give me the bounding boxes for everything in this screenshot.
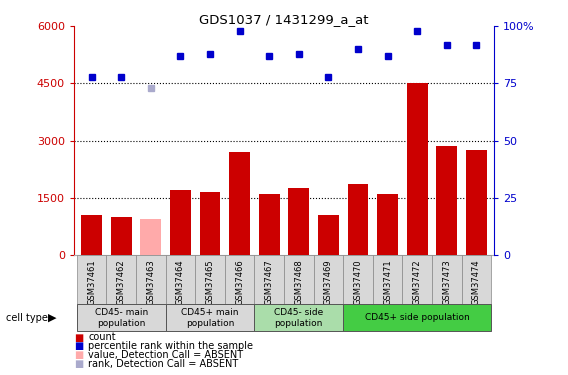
Text: GSM37462: GSM37462 bbox=[116, 259, 126, 305]
Text: GSM37466: GSM37466 bbox=[235, 259, 244, 305]
Bar bbox=[77, 255, 106, 304]
Text: value, Detection Call = ABSENT: value, Detection Call = ABSENT bbox=[88, 350, 243, 360]
Bar bbox=[140, 219, 161, 255]
Text: GSM37469: GSM37469 bbox=[324, 259, 333, 305]
Bar bbox=[314, 255, 343, 304]
Bar bbox=[259, 194, 279, 255]
Bar bbox=[229, 152, 250, 255]
Bar bbox=[407, 84, 428, 255]
Bar bbox=[254, 255, 284, 304]
Bar bbox=[377, 194, 398, 255]
Text: ■: ■ bbox=[74, 341, 83, 351]
Text: ▶: ▶ bbox=[48, 313, 57, 323]
Text: CD45+ side population: CD45+ side population bbox=[365, 314, 470, 322]
Text: CD45+ main
population: CD45+ main population bbox=[181, 308, 239, 327]
Bar bbox=[284, 255, 314, 304]
Text: GSM37461: GSM37461 bbox=[87, 259, 96, 305]
Text: count: count bbox=[88, 333, 116, 342]
Bar bbox=[348, 184, 369, 255]
Bar bbox=[373, 255, 402, 304]
Text: ■: ■ bbox=[74, 333, 83, 342]
Text: GSM37470: GSM37470 bbox=[353, 259, 362, 305]
Text: CD45- main
population: CD45- main population bbox=[95, 308, 148, 327]
Bar bbox=[225, 255, 254, 304]
Bar bbox=[462, 255, 491, 304]
Bar bbox=[81, 215, 102, 255]
Text: GSM37467: GSM37467 bbox=[265, 259, 274, 305]
Bar bbox=[289, 188, 309, 255]
Text: cell type: cell type bbox=[6, 313, 48, 323]
Text: GSM37471: GSM37471 bbox=[383, 259, 392, 305]
Text: ■: ■ bbox=[74, 350, 83, 360]
Bar bbox=[170, 190, 191, 255]
Text: GSM37468: GSM37468 bbox=[294, 259, 303, 305]
Bar bbox=[436, 146, 457, 255]
Text: CD45- side
population: CD45- side population bbox=[274, 308, 323, 327]
Text: GSM37463: GSM37463 bbox=[147, 259, 155, 305]
Bar bbox=[432, 255, 462, 304]
Bar bbox=[254, 304, 343, 332]
Bar bbox=[402, 255, 432, 304]
Text: GSM37465: GSM37465 bbox=[206, 259, 215, 305]
Text: ■: ■ bbox=[74, 359, 83, 369]
Text: GSM37472: GSM37472 bbox=[413, 259, 421, 305]
Bar bbox=[111, 217, 132, 255]
Text: GSM37464: GSM37464 bbox=[176, 259, 185, 305]
Bar bbox=[77, 304, 166, 332]
Text: GSM37473: GSM37473 bbox=[442, 259, 452, 305]
Text: GSM37474: GSM37474 bbox=[472, 259, 481, 305]
Bar bbox=[343, 255, 373, 304]
Text: GDS1037 / 1431299_a_at: GDS1037 / 1431299_a_at bbox=[199, 13, 369, 26]
Bar bbox=[199, 192, 220, 255]
Text: percentile rank within the sample: percentile rank within the sample bbox=[88, 341, 253, 351]
Text: rank, Detection Call = ABSENT: rank, Detection Call = ABSENT bbox=[88, 359, 239, 369]
Bar bbox=[195, 255, 225, 304]
Bar bbox=[343, 304, 491, 332]
Bar bbox=[106, 255, 136, 304]
Bar bbox=[166, 255, 195, 304]
Bar bbox=[166, 304, 254, 332]
Bar bbox=[466, 150, 487, 255]
Bar bbox=[136, 255, 166, 304]
Bar bbox=[318, 215, 339, 255]
